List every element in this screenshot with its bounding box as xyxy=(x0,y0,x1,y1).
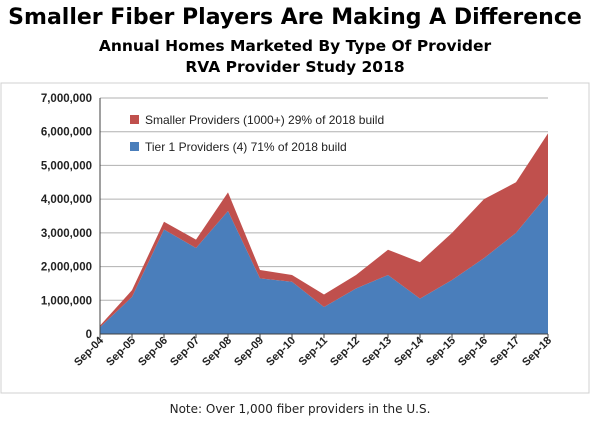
legend-label-smaller-providers: Smaller Providers (1000+) 29% of 2018 bu… xyxy=(145,113,384,127)
series-area-smaller-providers xyxy=(100,133,548,328)
y-tick-label: 5,000,000 xyxy=(41,160,92,172)
legend-swatch-tier1-providers xyxy=(130,142,139,151)
y-axis-ticks: 0 1,000,000 2,000,000 3,000,000 4,000,000 5,0… xyxy=(41,93,92,341)
x-tick-label: Sep-18 xyxy=(520,335,554,369)
x-tick-label: Sep-15 xyxy=(424,335,458,369)
y-tick-label: 1,000,000 xyxy=(41,295,92,307)
x-tick-label: Sep-05 xyxy=(104,335,138,369)
x-tick-label: Sep-17 xyxy=(488,335,522,369)
chart-subtitle-2: RVA Provider Study 2018 xyxy=(185,58,405,76)
series-areas xyxy=(100,133,548,334)
y-tick-label: 3,000,000 xyxy=(41,228,92,240)
legend-label-tier1-providers: Tier 1 Providers (4) 71% of 2018 build xyxy=(145,140,347,154)
series-area-tier1-providers xyxy=(100,194,548,334)
x-tick-label: Sep-14 xyxy=(392,334,427,369)
y-tick-label: 0 xyxy=(86,329,92,341)
x-tick-label: Sep-08 xyxy=(200,335,234,369)
x-tick-label: Sep-16 xyxy=(456,335,490,369)
x-tick-label: Sep-10 xyxy=(264,335,298,369)
x-tick-label: Sep-09 xyxy=(232,335,266,369)
y-tick-label: 2,000,000 xyxy=(41,262,92,274)
x-tick-label: Sep-11 xyxy=(297,335,331,369)
y-tick-label: 7,000,000 xyxy=(41,93,92,105)
x-tick-label: Sep-12 xyxy=(328,335,362,369)
chart-frame xyxy=(0,82,590,394)
legend-swatch-smaller-providers xyxy=(130,115,139,124)
footnote: Note: Over 1,000 fiber providers in the … xyxy=(170,402,431,416)
legend: Smaller Providers (1000+) 29% of 2018 bu… xyxy=(130,113,384,154)
y-tick-label: 4,000,000 xyxy=(41,194,92,206)
chart-title: Smaller Fiber Players Are Making A Diffe… xyxy=(8,5,582,30)
chart-subtitle: Annual Homes Marketed By Type Of Provide… xyxy=(98,37,492,55)
x-tick-label: Sep-06 xyxy=(136,335,170,369)
x-axis-ticks: Sep-04Sep-05Sep-06Sep-07Sep-08Sep-09Sep-… xyxy=(72,334,554,369)
x-tick-label: Sep-07 xyxy=(168,335,202,369)
x-tick-label: Sep-13 xyxy=(360,335,394,369)
y-tick-label: 6,000,000 xyxy=(41,127,92,139)
